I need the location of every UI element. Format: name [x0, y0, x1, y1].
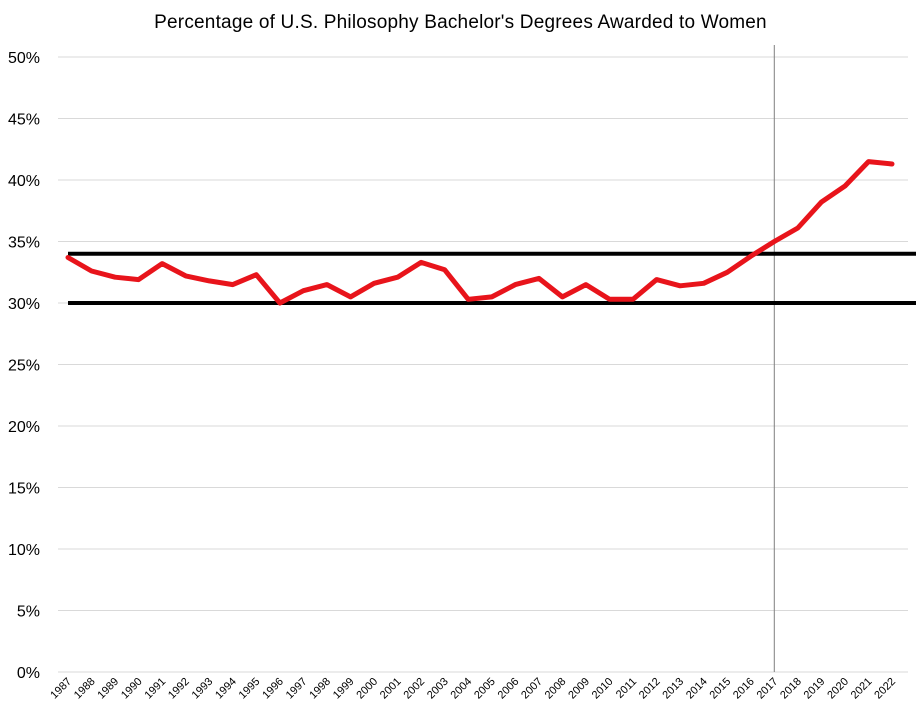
x-tick-label: 2015 [708, 676, 734, 702]
y-tick-label: 45% [8, 112, 40, 129]
y-tick-label: 10% [8, 542, 40, 559]
x-tick-label: 2017 [755, 676, 781, 702]
x-tick-label: 1999 [331, 676, 357, 702]
x-tick-label: 2014 [684, 676, 710, 702]
x-tick-label: 1998 [307, 676, 333, 702]
data-point [420, 261, 423, 264]
data-point [137, 278, 140, 281]
data-point [208, 279, 211, 282]
x-tick-label: 2003 [425, 676, 451, 702]
data-point [867, 160, 870, 163]
data-point [231, 283, 234, 286]
x-tick-label: 1995 [237, 676, 263, 702]
data-point [679, 284, 682, 287]
x-tick-label: 2006 [496, 676, 522, 702]
data-point [443, 268, 446, 271]
data-point [749, 255, 752, 258]
data-point [632, 298, 635, 301]
data-point [796, 226, 799, 229]
data-point [184, 274, 187, 277]
data-point [608, 298, 611, 301]
x-tick-label: 1990 [119, 676, 145, 702]
x-tick-label: 2018 [778, 676, 804, 702]
data-point [325, 283, 328, 286]
x-tick-label: 1997 [284, 676, 310, 702]
data-point [490, 295, 493, 298]
y-tick-label: 50% [8, 50, 40, 67]
x-tick-label: 1994 [213, 676, 239, 702]
x-tick-label: 1992 [166, 676, 192, 702]
data-point [514, 283, 517, 286]
data-point [702, 282, 705, 285]
x-tick-label: 2013 [660, 676, 686, 702]
data-point [114, 276, 117, 279]
x-tick-label: 1993 [190, 676, 216, 702]
y-tick-label: 20% [8, 419, 40, 436]
data-point [891, 163, 894, 166]
data-point [255, 273, 258, 276]
data-point [561, 295, 564, 298]
x-tick-label: 2008 [543, 676, 569, 702]
x-tick-label: 2011 [614, 676, 639, 701]
x-tick-label: 2002 [401, 676, 427, 702]
data-point [820, 201, 823, 204]
x-tick-label: 2004 [449, 676, 475, 702]
data-point [843, 185, 846, 188]
chart-title: Percentage of U.S. Philosophy Bachelor's… [154, 12, 767, 33]
x-tick-label: 2016 [731, 676, 757, 702]
x-tick-label: 2001 [378, 676, 404, 702]
x-tick-label: 1989 [95, 676, 121, 702]
data-point [655, 278, 658, 281]
x-tick-label: 2010 [590, 676, 616, 702]
data-point [537, 277, 540, 280]
x-tick-label: 2022 [872, 676, 898, 702]
x-tick-label: 2012 [637, 676, 663, 702]
data-point [584, 283, 587, 286]
data-point [349, 295, 352, 298]
x-tick-label: 1991 [142, 676, 168, 702]
series-line [65, 159, 895, 306]
data-point [373, 282, 376, 285]
y-tick-label: 30% [8, 296, 40, 313]
data-point [773, 240, 776, 243]
y-tick-label: 25% [8, 358, 40, 375]
data-point [90, 270, 93, 273]
y-tick-label: 5% [17, 604, 40, 621]
x-tick-label: 2020 [825, 676, 851, 702]
x-tick-label: 1996 [260, 676, 286, 702]
x-tick-label: 1988 [72, 676, 98, 702]
y-tick-label: 35% [8, 235, 40, 252]
data-point [161, 262, 164, 265]
x-tick-label: 2000 [354, 676, 380, 702]
y-tick-label: 0% [17, 665, 40, 682]
y-tick-label: 40% [8, 173, 40, 190]
x-tick-label: 1987 [48, 676, 74, 702]
y-tick-label: 15% [8, 481, 40, 498]
x-tick-label: 2005 [472, 676, 498, 702]
data-point [302, 289, 305, 292]
x-tick-label: 2007 [519, 676, 545, 702]
x-tick-label: 2009 [566, 676, 592, 702]
data-point [67, 256, 70, 259]
x-tick-label: 2019 [802, 676, 828, 702]
data-point [467, 298, 470, 301]
data-point [278, 302, 281, 305]
data-point [726, 271, 729, 274]
data-point [396, 276, 399, 279]
x-tick-label: 2021 [849, 676, 875, 702]
